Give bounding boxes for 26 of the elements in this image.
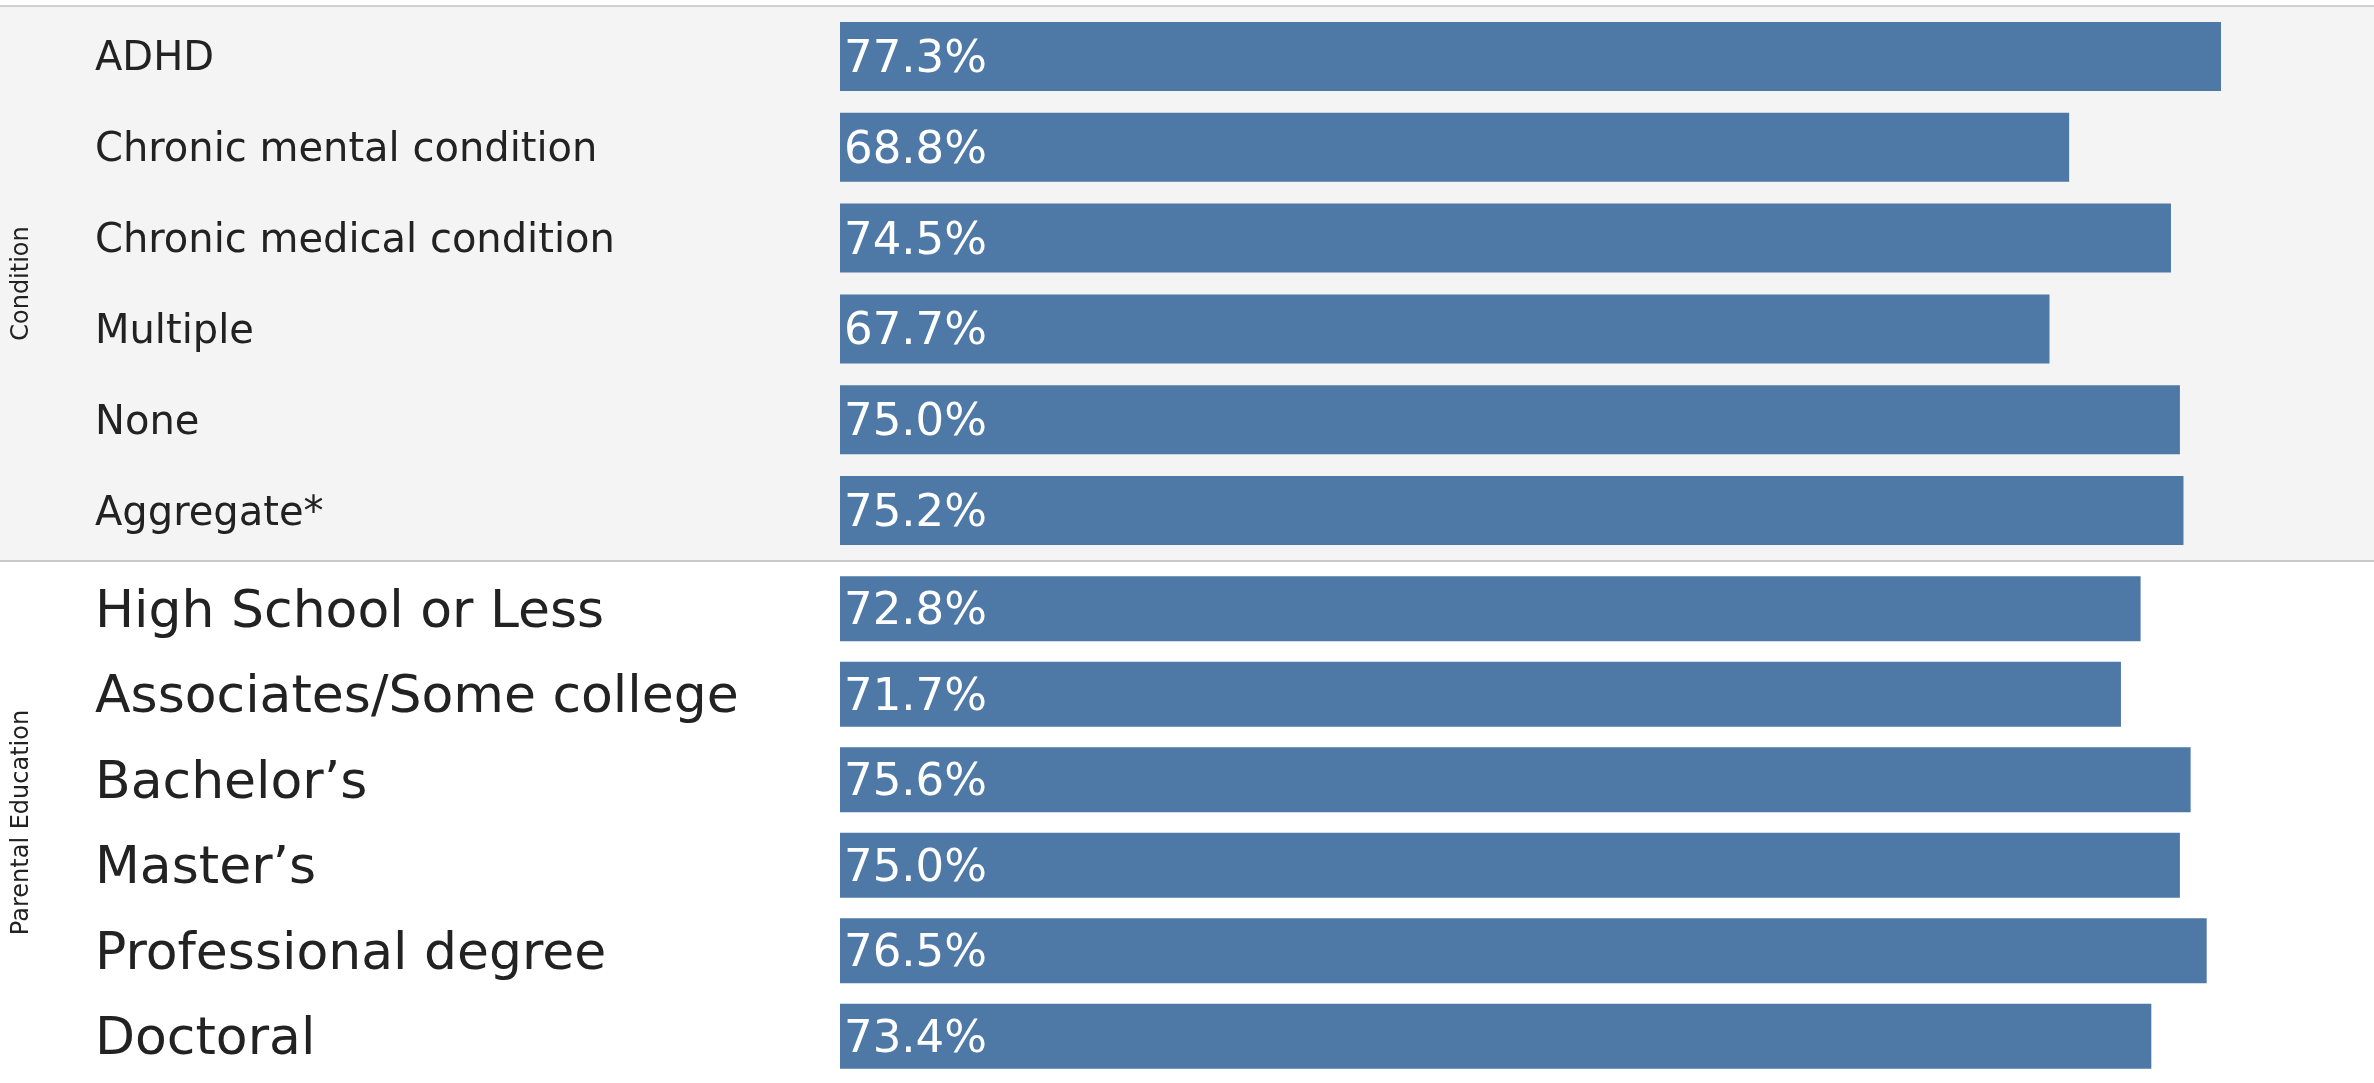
y-tick-label: Associates/Some college: [95, 664, 739, 725]
data-label: 76.5%: [844, 924, 987, 978]
data-label: 75.0%: [844, 838, 987, 892]
data-label: 67.7%: [844, 302, 987, 356]
y-tick-label: High School or Less: [95, 578, 605, 639]
data-label: 74.5%: [844, 211, 987, 265]
y-axis-title: Parental Education: [6, 709, 34, 936]
data-label: 72.8%: [844, 582, 987, 636]
y-tick-label: Chronic mental condition: [95, 124, 598, 171]
y-tick-label: Chronic medical condition: [95, 215, 615, 262]
data-label: 77.3%: [844, 29, 987, 83]
y-tick-label: Multiple: [95, 305, 254, 352]
data-label: 75.6%: [844, 753, 987, 807]
y-tick-label: Doctoral: [95, 1006, 316, 1067]
data-label: 68.8%: [844, 120, 987, 174]
data-label: 75.0%: [844, 393, 987, 447]
y-tick-label: None: [95, 396, 200, 443]
data-label: 75.2%: [844, 484, 987, 538]
data-label: 73.4%: [844, 1009, 987, 1063]
y-tick-label: Master’s: [95, 835, 317, 896]
y-tick-label: Aggregate*: [95, 487, 324, 534]
y-tick-label: Professional degree: [95, 920, 607, 981]
y-tick-label: ADHD: [95, 33, 215, 80]
data-label: 71.7%: [844, 667, 987, 721]
y-axis-title: Condition: [6, 226, 34, 341]
y-tick-label: Bachelor’s: [95, 749, 368, 810]
